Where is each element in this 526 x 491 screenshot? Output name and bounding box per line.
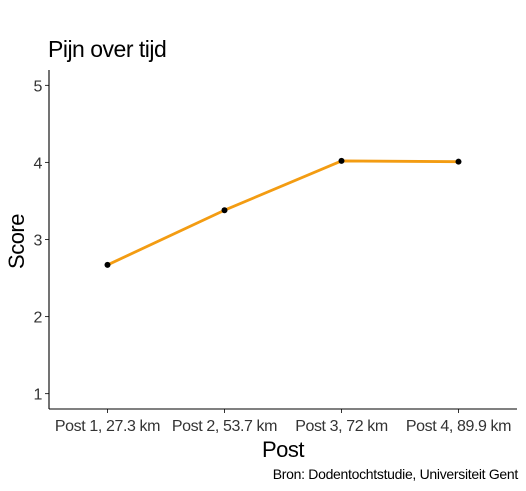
x-tick-label: Post 4, 89.9 km [406,418,511,435]
y-axis-ticks: 1 2 3 4 5 [34,78,49,404]
y-tick-label: 5 [34,78,43,95]
x-tick-label: Post 2, 53.7 km [172,418,277,435]
chart-caption: Bron: Dodentochtstudie, Universiteit Gen… [272,466,519,482]
y-tick-label: 2 [34,310,43,327]
x-tick-label: Post 1, 27.3 km [55,418,160,435]
data-point [338,157,345,164]
y-tick-label: 1 [34,387,43,404]
y-axis-title: Score [4,214,29,269]
y-tick-label: 4 [34,155,43,172]
x-axis-title: Post [262,437,304,462]
x-axis-ticks: Post 1, 27.3 km Post 2, 53.7 km Post 3, 72… [55,409,512,435]
data-point [104,261,111,268]
data-point [455,158,462,165]
series-line [106,159,459,267]
x-tick-label: Post 3, 72 km [295,418,388,435]
data-point [221,207,228,214]
chart-title: Pijn over tijd [48,36,167,62]
series-group [104,157,462,268]
y-tick-label: 3 [34,233,43,250]
